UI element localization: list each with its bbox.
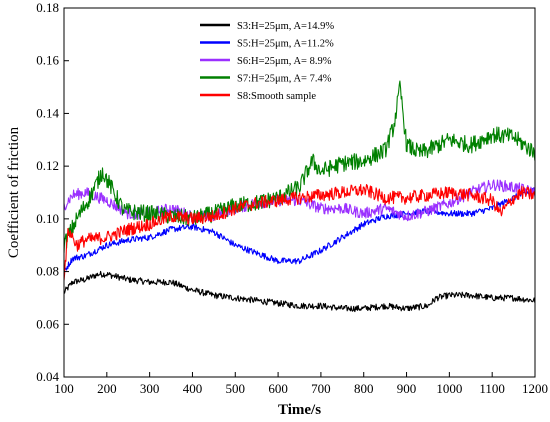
- series-layer: [64, 80, 535, 313]
- series-line-2: [64, 187, 535, 272]
- y-axis-label: Coefficient of friction: [6, 126, 22, 258]
- x-tick-label: 100: [54, 381, 74, 396]
- y-tick-label: 0.04: [36, 369, 59, 384]
- legend-label-2: S5:H=25μm, A=11.2%: [237, 39, 334, 50]
- series-line-1: [64, 270, 535, 313]
- x-tick-label: 1200: [522, 381, 548, 396]
- y-tick-label: 0.08: [36, 264, 59, 279]
- x-tick-label: 400: [183, 381, 203, 396]
- y-axis: 0.04 0.06 0.08 0.10 0.12 0.14 0.16 0.18: [36, 0, 69, 384]
- series-line-4: [64, 80, 535, 254]
- y-tick-label: 0.06: [36, 316, 59, 331]
- y-tick-label: 0.18: [36, 0, 59, 15]
- plot-frame: [63, 7, 536, 378]
- x-tick-label: 1000: [436, 381, 462, 396]
- x-tick-label: 800: [354, 381, 374, 396]
- legend-label-3: S6:H=25μm, A= 8.9%: [237, 56, 332, 67]
- y-tick-label: 0.16: [36, 53, 59, 68]
- x-tick-label: 300: [140, 381, 160, 396]
- series-line-5: [64, 183, 535, 281]
- x-tick-label: 700: [311, 381, 331, 396]
- x-tick-label: 600: [268, 381, 288, 396]
- legend-label-1: S3:H=25μm, A=14.9%: [237, 21, 334, 32]
- x-axis: 100 200 300 400 500 600 700 800 900 1000 1100 1200: [54, 372, 548, 396]
- x-tick-label: 200: [97, 381, 117, 396]
- y-tick-label: 0.14: [36, 105, 59, 120]
- x-tick-label: 1100: [479, 381, 505, 396]
- legend-label-5: S8:Smooth sample: [237, 91, 316, 102]
- x-tick-label: 900: [397, 381, 417, 396]
- x-axis-label: Time/s: [278, 402, 321, 418]
- legend: S3:H=25μm, A=14.9% S5:H=25μm, A=11.2% S6:H…: [200, 21, 334, 102]
- x-tick-label: 500: [226, 381, 246, 396]
- y-tick-label: 0.12: [36, 158, 59, 173]
- legend-label-4: S7:H=25μm, A= 7.4%: [237, 74, 332, 85]
- y-tick-label: 0.10: [36, 211, 59, 226]
